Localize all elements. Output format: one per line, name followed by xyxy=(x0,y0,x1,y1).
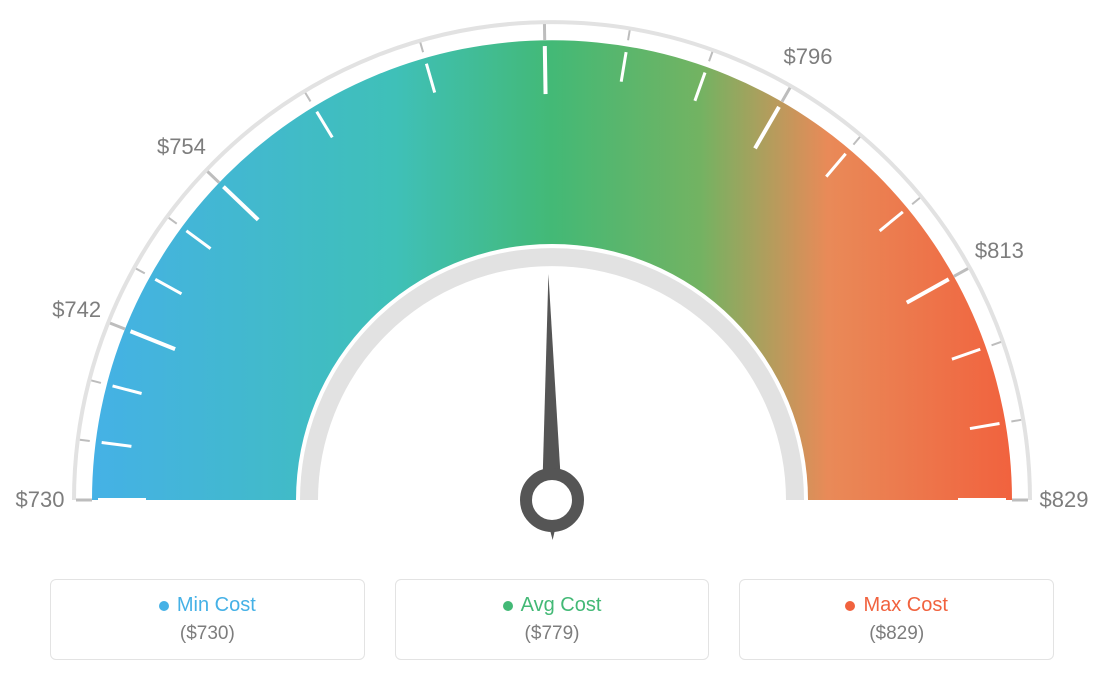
cost-gauge-chart: $730 $742 $754 $779 $796 $813 $829 xyxy=(0,0,1104,560)
legend-row: Min Cost ($730) Avg Cost ($779) Max Cost… xyxy=(0,579,1104,660)
gauge-tick-label: $742 xyxy=(52,297,101,323)
gauge-tick-label: $813 xyxy=(975,238,1024,264)
gauge-tick-label: $796 xyxy=(784,44,833,70)
legend-title-min: Min Cost xyxy=(159,594,256,617)
gauge-tick-label: $779 xyxy=(519,0,568,1)
legend-card-avg: Avg Cost ($779) xyxy=(395,579,710,660)
legend-label-avg: Avg Cost xyxy=(521,594,602,617)
legend-dot-min xyxy=(159,601,169,611)
legend-value-min: ($730) xyxy=(61,623,354,645)
legend-title-avg: Avg Cost xyxy=(503,594,602,617)
legend-title-max: Max Cost xyxy=(845,594,947,617)
gauge-tick-label: $754 xyxy=(157,134,206,160)
legend-dot-max xyxy=(845,601,855,611)
gauge-svg xyxy=(0,0,1104,560)
legend-dot-avg xyxy=(503,601,513,611)
legend-label-max: Max Cost xyxy=(863,594,947,617)
legend-value-avg: ($779) xyxy=(406,623,699,645)
legend-card-min: Min Cost ($730) xyxy=(50,579,365,660)
legend-value-max: ($829) xyxy=(750,623,1043,645)
legend-label-min: Min Cost xyxy=(177,594,256,617)
gauge-tick-label: $829 xyxy=(1040,487,1089,513)
gauge-tick-label: $730 xyxy=(16,487,65,513)
legend-card-max: Max Cost ($829) xyxy=(739,579,1054,660)
